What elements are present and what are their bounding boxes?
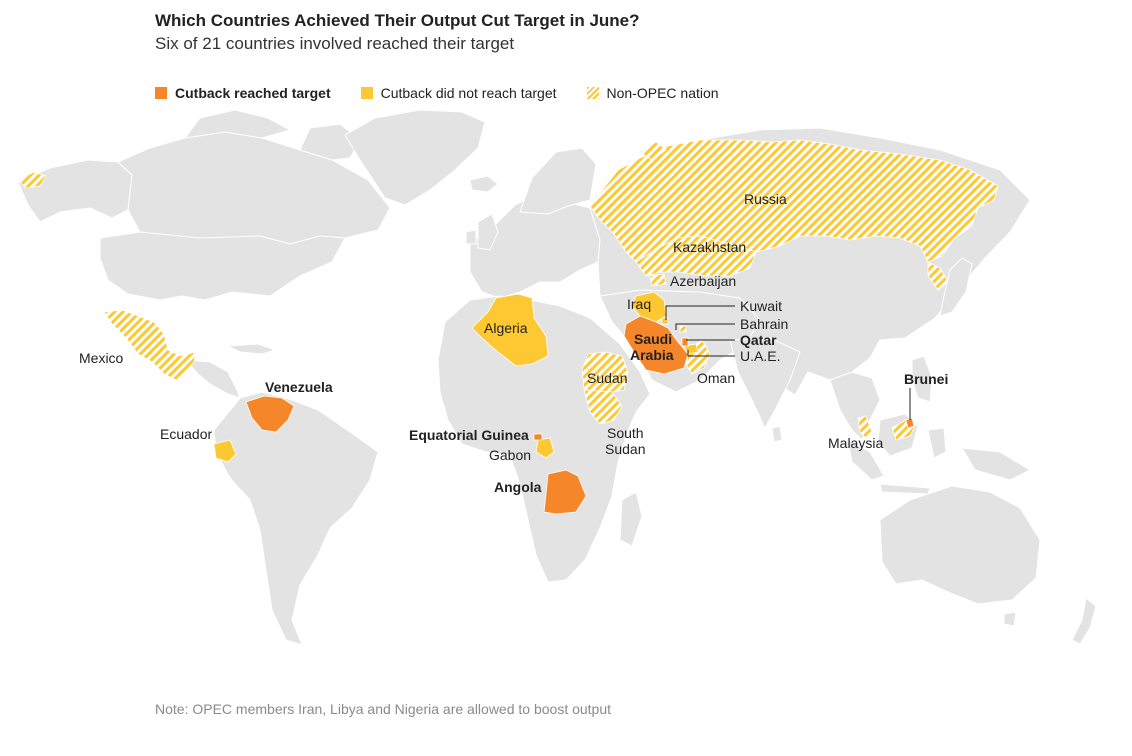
landmass-madagascar xyxy=(619,491,643,547)
label-qatar: Qatar xyxy=(740,332,777,348)
opec-not-reached xyxy=(213,291,699,463)
landmass-iceland xyxy=(469,175,499,193)
label-south-sudan-line1: South xyxy=(607,425,644,441)
label-saudi-arabia-line1: Saudi xyxy=(634,331,672,347)
landmass-sulawesi xyxy=(927,427,947,459)
country-malaysia-peninsula xyxy=(857,415,873,441)
label-bahrain: Bahrain xyxy=(740,316,788,332)
label-uae: U.A.E. xyxy=(740,348,780,364)
country-saudi-arabia xyxy=(623,315,689,375)
country-gabon xyxy=(535,437,555,459)
landmass-new-zealand xyxy=(1071,597,1097,645)
landmass-philippines xyxy=(911,355,933,403)
country-kuwait xyxy=(661,317,669,325)
opec-reached xyxy=(245,315,915,515)
landmass-southeast-asia xyxy=(829,371,881,441)
country-russia-far-east xyxy=(927,261,949,291)
legend-item-reached: Cutback reached target xyxy=(155,85,331,101)
country-venezuela xyxy=(245,395,295,433)
country-bahrain-hatch xyxy=(679,325,687,333)
legend-item-not-reached: Cutback did not reach target xyxy=(360,85,557,101)
legend: Cutback reached target Cutback did not r… xyxy=(155,85,749,101)
country-algeria xyxy=(471,293,549,367)
leader-line-bahrain xyxy=(675,323,735,330)
landmass-caribbean xyxy=(226,343,277,355)
label-malaysia: Malaysia xyxy=(828,435,883,451)
landmass-tasmania xyxy=(1003,611,1017,627)
country-qatar xyxy=(681,337,689,347)
country-azerbaijan xyxy=(649,273,667,287)
landmass-japan xyxy=(939,257,973,317)
country-mexico xyxy=(103,309,197,381)
country-russia-arctic-island xyxy=(639,141,667,161)
label-saudi-arabia-line2: Arabia xyxy=(630,347,674,363)
landmass-ireland xyxy=(465,229,477,245)
landmass-arctic-islands xyxy=(183,109,292,139)
landmass-alaska xyxy=(17,159,133,223)
landmass-central-america xyxy=(184,359,241,399)
landmass-uk xyxy=(477,213,499,251)
legend-label-non-opec: Non-OPEC nation xyxy=(606,85,719,101)
country-iraq xyxy=(631,291,667,323)
chart-subtitle: Six of 21 countries involved reached the… xyxy=(155,34,515,53)
country-ecuador xyxy=(213,439,237,463)
footnote: Note: OPEC members Iran, Libya and Niger… xyxy=(155,701,612,717)
landmass-greenland xyxy=(344,109,486,206)
label-sudan: Sudan xyxy=(587,370,627,386)
country-equatorial-guinea xyxy=(533,433,543,441)
legend-swatch-not-reached xyxy=(360,87,373,99)
landmass-sumatra xyxy=(847,439,885,481)
landmass-usa xyxy=(99,231,346,301)
landmass-india xyxy=(729,337,801,430)
label-oman: Oman xyxy=(697,370,735,386)
landmass-sri-lanka xyxy=(771,425,783,443)
legend-label-not-reached: Cutback did not reach target xyxy=(380,85,557,101)
label-algeria: Algeria xyxy=(484,320,528,336)
label-iraq: Iraq xyxy=(627,296,651,312)
label-kuwait: Kuwait xyxy=(740,298,782,314)
landmass-new-guinea xyxy=(961,447,1032,481)
label-equatorial-guinea: Equatorial Guinea xyxy=(409,427,529,443)
label-gabon: Gabon xyxy=(489,447,531,463)
country-sudan xyxy=(581,351,629,395)
label-brunei: Brunei xyxy=(904,371,948,387)
legend-swatch-non-opec xyxy=(586,87,599,99)
non-opec-countries xyxy=(17,139,999,441)
country-angola xyxy=(543,469,587,515)
landmass-scandinavia xyxy=(519,147,597,215)
legend-item-non-opec: Non-OPEC nation xyxy=(586,85,719,101)
country-south-sudan xyxy=(583,389,623,425)
label-russia: Russia xyxy=(744,191,787,207)
label-azerbaijan: Azerbaijan xyxy=(670,273,736,289)
legend-swatch-reached xyxy=(155,87,167,99)
label-ecuador: Ecuador xyxy=(160,426,212,442)
leader-line-kuwait xyxy=(665,305,735,320)
label-kazakhstan: Kazakhstan xyxy=(673,239,746,255)
label-mexico: Mexico xyxy=(79,350,124,366)
chart-title: Which Countries Achieved Their Output Cu… xyxy=(155,11,640,30)
landmass-java xyxy=(879,483,931,495)
country-kazakhstan xyxy=(635,235,757,277)
legend-label-reached: Cutback reached target xyxy=(175,85,331,101)
country-alaska-hatch xyxy=(17,171,47,189)
leader-line-uae xyxy=(687,350,735,357)
landmass-australia xyxy=(879,485,1041,605)
label-south-sudan-line2: Sudan xyxy=(605,441,645,457)
label-venezuela: Venezuela xyxy=(265,379,333,395)
leader-lines xyxy=(665,305,911,420)
label-angola: Angola xyxy=(494,479,542,495)
landmass-south-america xyxy=(213,391,379,646)
